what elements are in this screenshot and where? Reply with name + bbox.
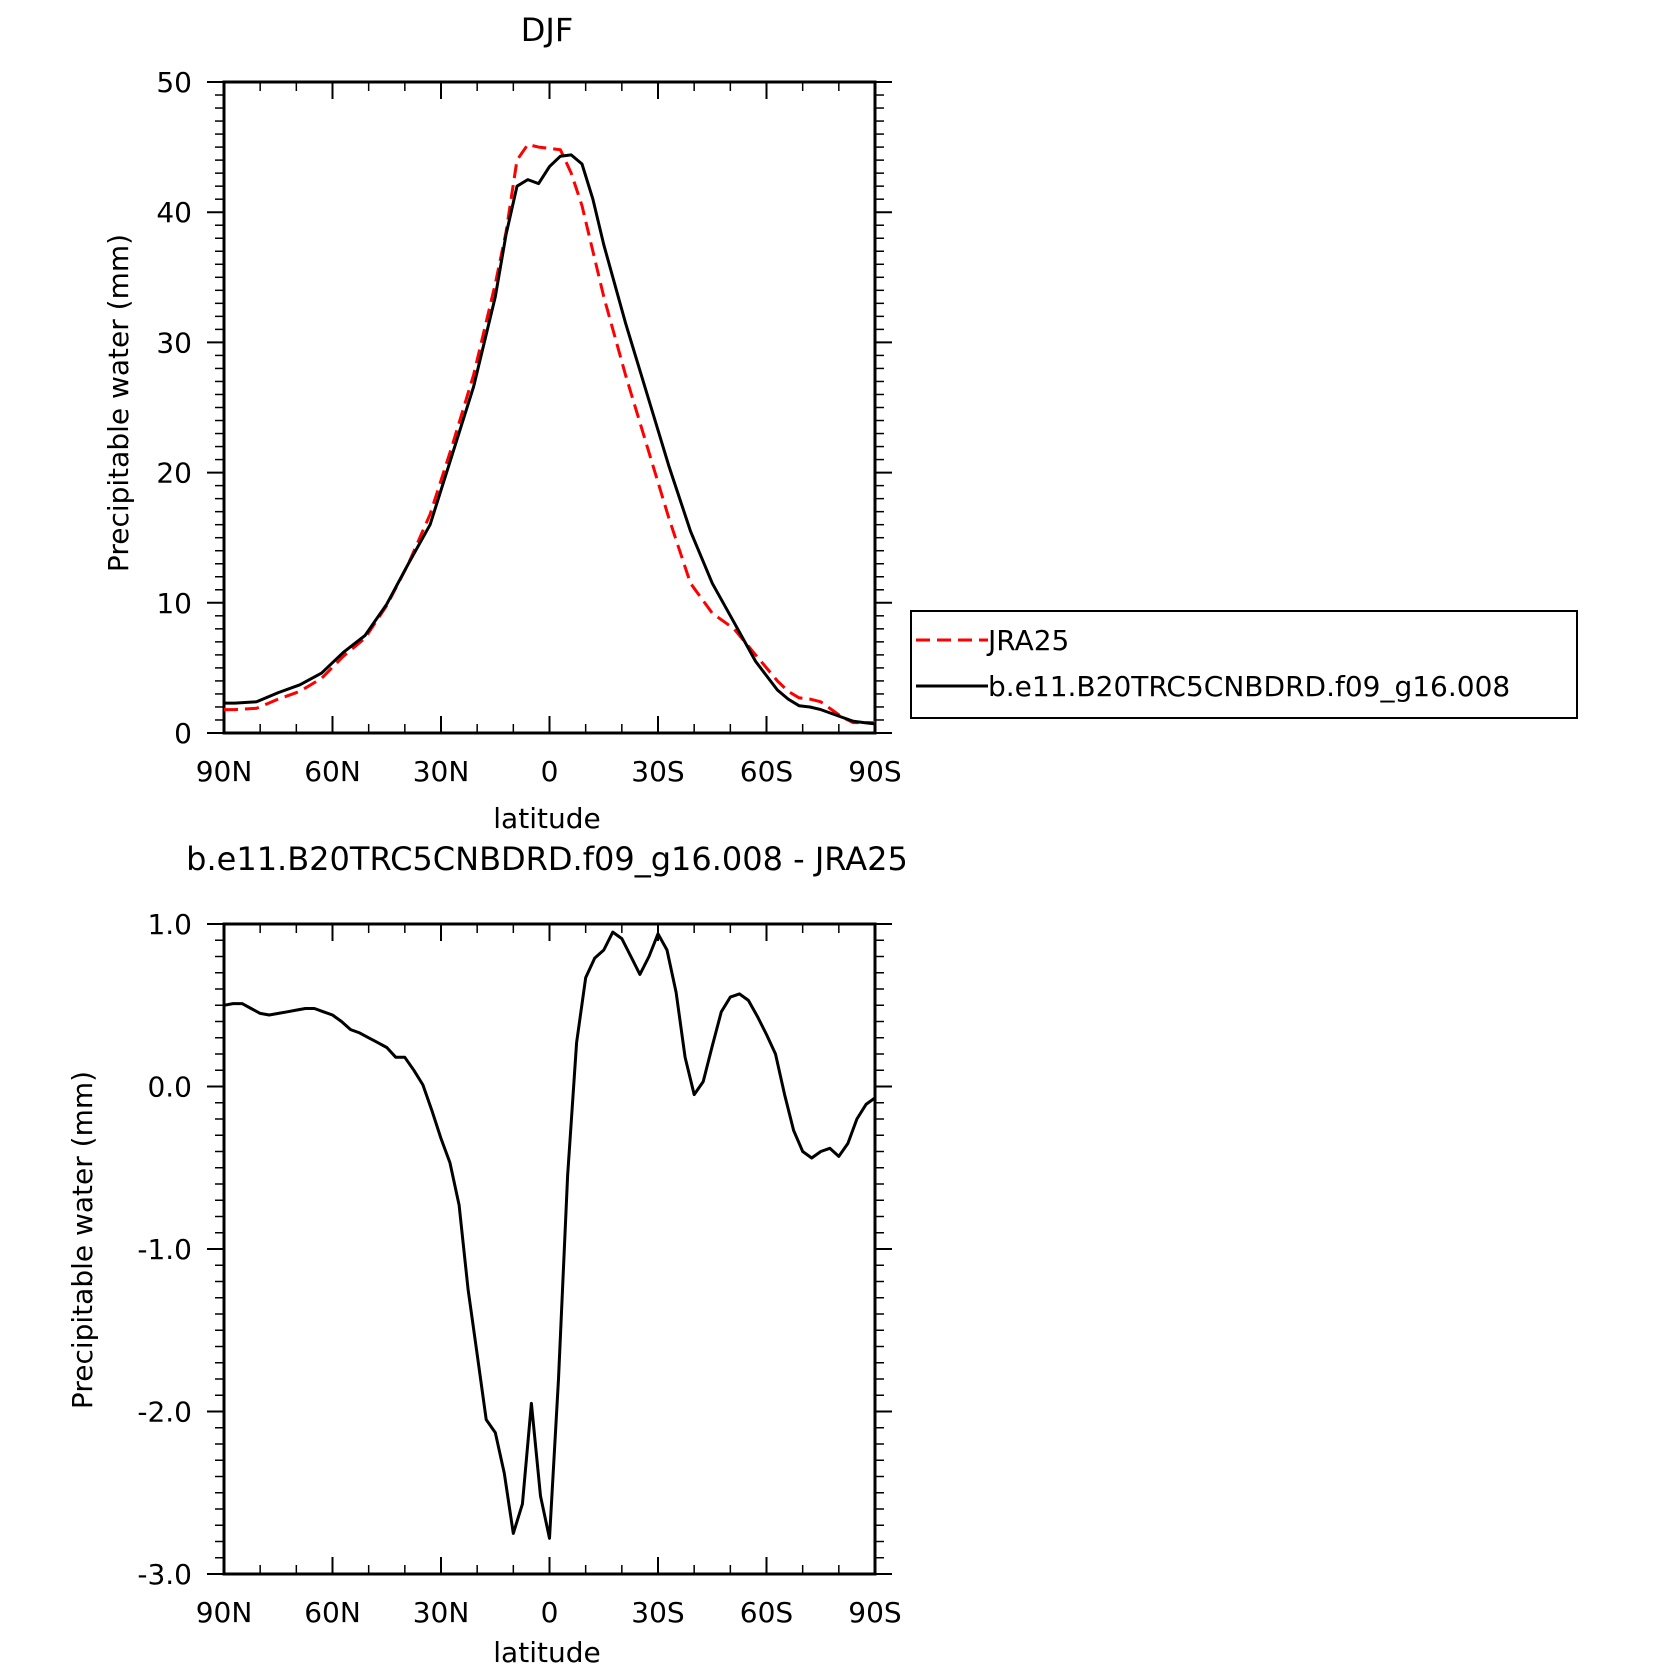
legend-label-jra25: JRA25 xyxy=(986,624,1069,657)
top-x-tick-label: 30S xyxy=(631,755,684,788)
top-y-tick-label: 30 xyxy=(156,326,192,359)
top-axes: 90N 60N 30N 0 30S 60S 90S 0 10 20 30 40 50 xyxy=(156,66,901,788)
top-y-tick-label: 50 xyxy=(156,66,192,99)
top-series-lines xyxy=(224,143,876,726)
bottom-panel-title: b.e11.B20TRC5CNBDRD.f09_g16.008 - JRA25 xyxy=(186,840,908,878)
bottom-plot-frame xyxy=(222,922,877,1576)
bottom-y-tick-label: 0.0 xyxy=(147,1071,192,1104)
top-panel-title: DJF xyxy=(521,11,573,49)
top-panel-xlabel: latitude xyxy=(493,802,600,835)
bottom-x-tick-label: 60S xyxy=(740,1596,793,1629)
bottom-y-tick-label: 1.0 xyxy=(147,908,192,941)
top-x-tick-label: 0 xyxy=(541,755,559,788)
bottom-x-tick-label: 0 xyxy=(541,1596,559,1629)
bottom-x-tick-label: 60N xyxy=(304,1596,361,1629)
legend-box xyxy=(910,610,1578,719)
top-y-tick-label: 40 xyxy=(156,196,192,229)
top-x-tick-label: 60S xyxy=(740,755,793,788)
bottom-x-tick-label: 30S xyxy=(631,1596,684,1629)
bottom-panel-xlabel: latitude xyxy=(493,1636,600,1669)
top-plot-frame xyxy=(222,80,877,735)
top-panel-ylabel: Precipitable water (mm) xyxy=(102,234,135,572)
legend-label-model: b.e11.B20TRC5CNBDRD.f09_g16.008 xyxy=(988,670,1510,703)
top-x-tick-label: 30N xyxy=(413,755,470,788)
top-series-line-jra25 xyxy=(224,143,875,725)
bottom-series-line-0 xyxy=(223,930,876,1540)
bottom-series-lines xyxy=(223,930,876,1540)
bottom-x-tick-label: 90S xyxy=(848,1596,901,1629)
bottom-y-tick-label: -3.0 xyxy=(137,1558,192,1591)
bottom-axes: 90N 60N 30N 0 30S 60S 90S -3.0 -2.0 -1.0 0.0 1.0 xyxy=(137,908,901,1629)
bottom-y-tick-label: -2.0 xyxy=(137,1396,192,1429)
top-y-tick-label: 10 xyxy=(156,587,192,620)
top-x-tick-label: 90N xyxy=(196,755,253,788)
bottom-x-tick-label: 30N xyxy=(413,1596,470,1629)
top-y-tick-label: 20 xyxy=(156,457,192,490)
bottom-y-tick-label: -1.0 xyxy=(137,1233,192,1266)
top-panel: DJF latitude Precipitable water (mm) 90N… xyxy=(102,11,902,835)
bottom-panel-ylabel: Precipitable water (mm) xyxy=(66,1071,99,1409)
top-x-tick-label: 60N xyxy=(304,755,361,788)
bottom-x-tick-label: 90N xyxy=(196,1596,253,1629)
top-series-line-b-e11-b20trc5cnbdrd-f09-g16-008 xyxy=(224,153,876,726)
top-y-tick-label: 0 xyxy=(174,717,192,750)
bottom-panel: b.e11.B20TRC5CNBDRD.f09_g16.008 - JRA25 … xyxy=(66,840,908,1669)
legend: JRA25 b.e11.B20TRC5CNBDRD.f09_g16.008 xyxy=(910,610,1578,719)
top-x-tick-label: 90S xyxy=(848,755,901,788)
